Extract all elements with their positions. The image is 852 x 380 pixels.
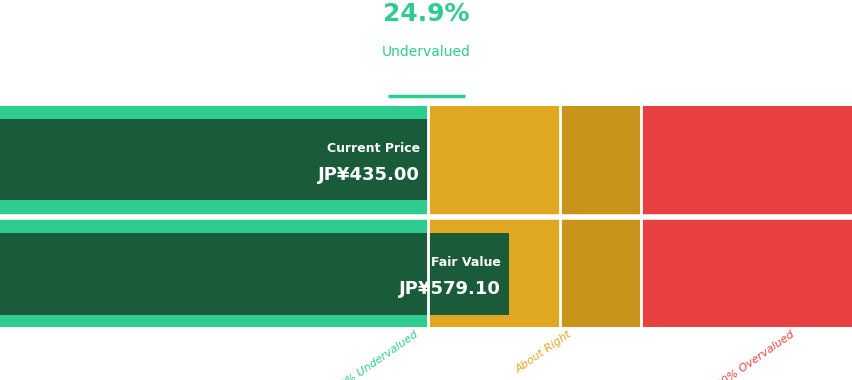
Bar xyxy=(560,106,641,327)
Text: 20% Undervalued: 20% Undervalued xyxy=(331,329,419,380)
Text: Fair Value: Fair Value xyxy=(430,256,500,269)
Text: Current Price: Current Price xyxy=(326,142,419,155)
Text: JP¥435.00: JP¥435.00 xyxy=(318,166,419,184)
Text: About Right: About Right xyxy=(513,329,573,375)
Bar xyxy=(641,106,852,327)
Text: 24.9%: 24.9% xyxy=(383,2,469,26)
Text: 20% Overvalued: 20% Overvalued xyxy=(714,329,796,380)
Text: JP¥579.10: JP¥579.10 xyxy=(399,280,500,298)
Bar xyxy=(0,233,509,315)
Text: Undervalued: Undervalued xyxy=(382,45,470,59)
Bar xyxy=(428,106,560,327)
Bar xyxy=(0,106,428,327)
Bar xyxy=(0,119,428,200)
